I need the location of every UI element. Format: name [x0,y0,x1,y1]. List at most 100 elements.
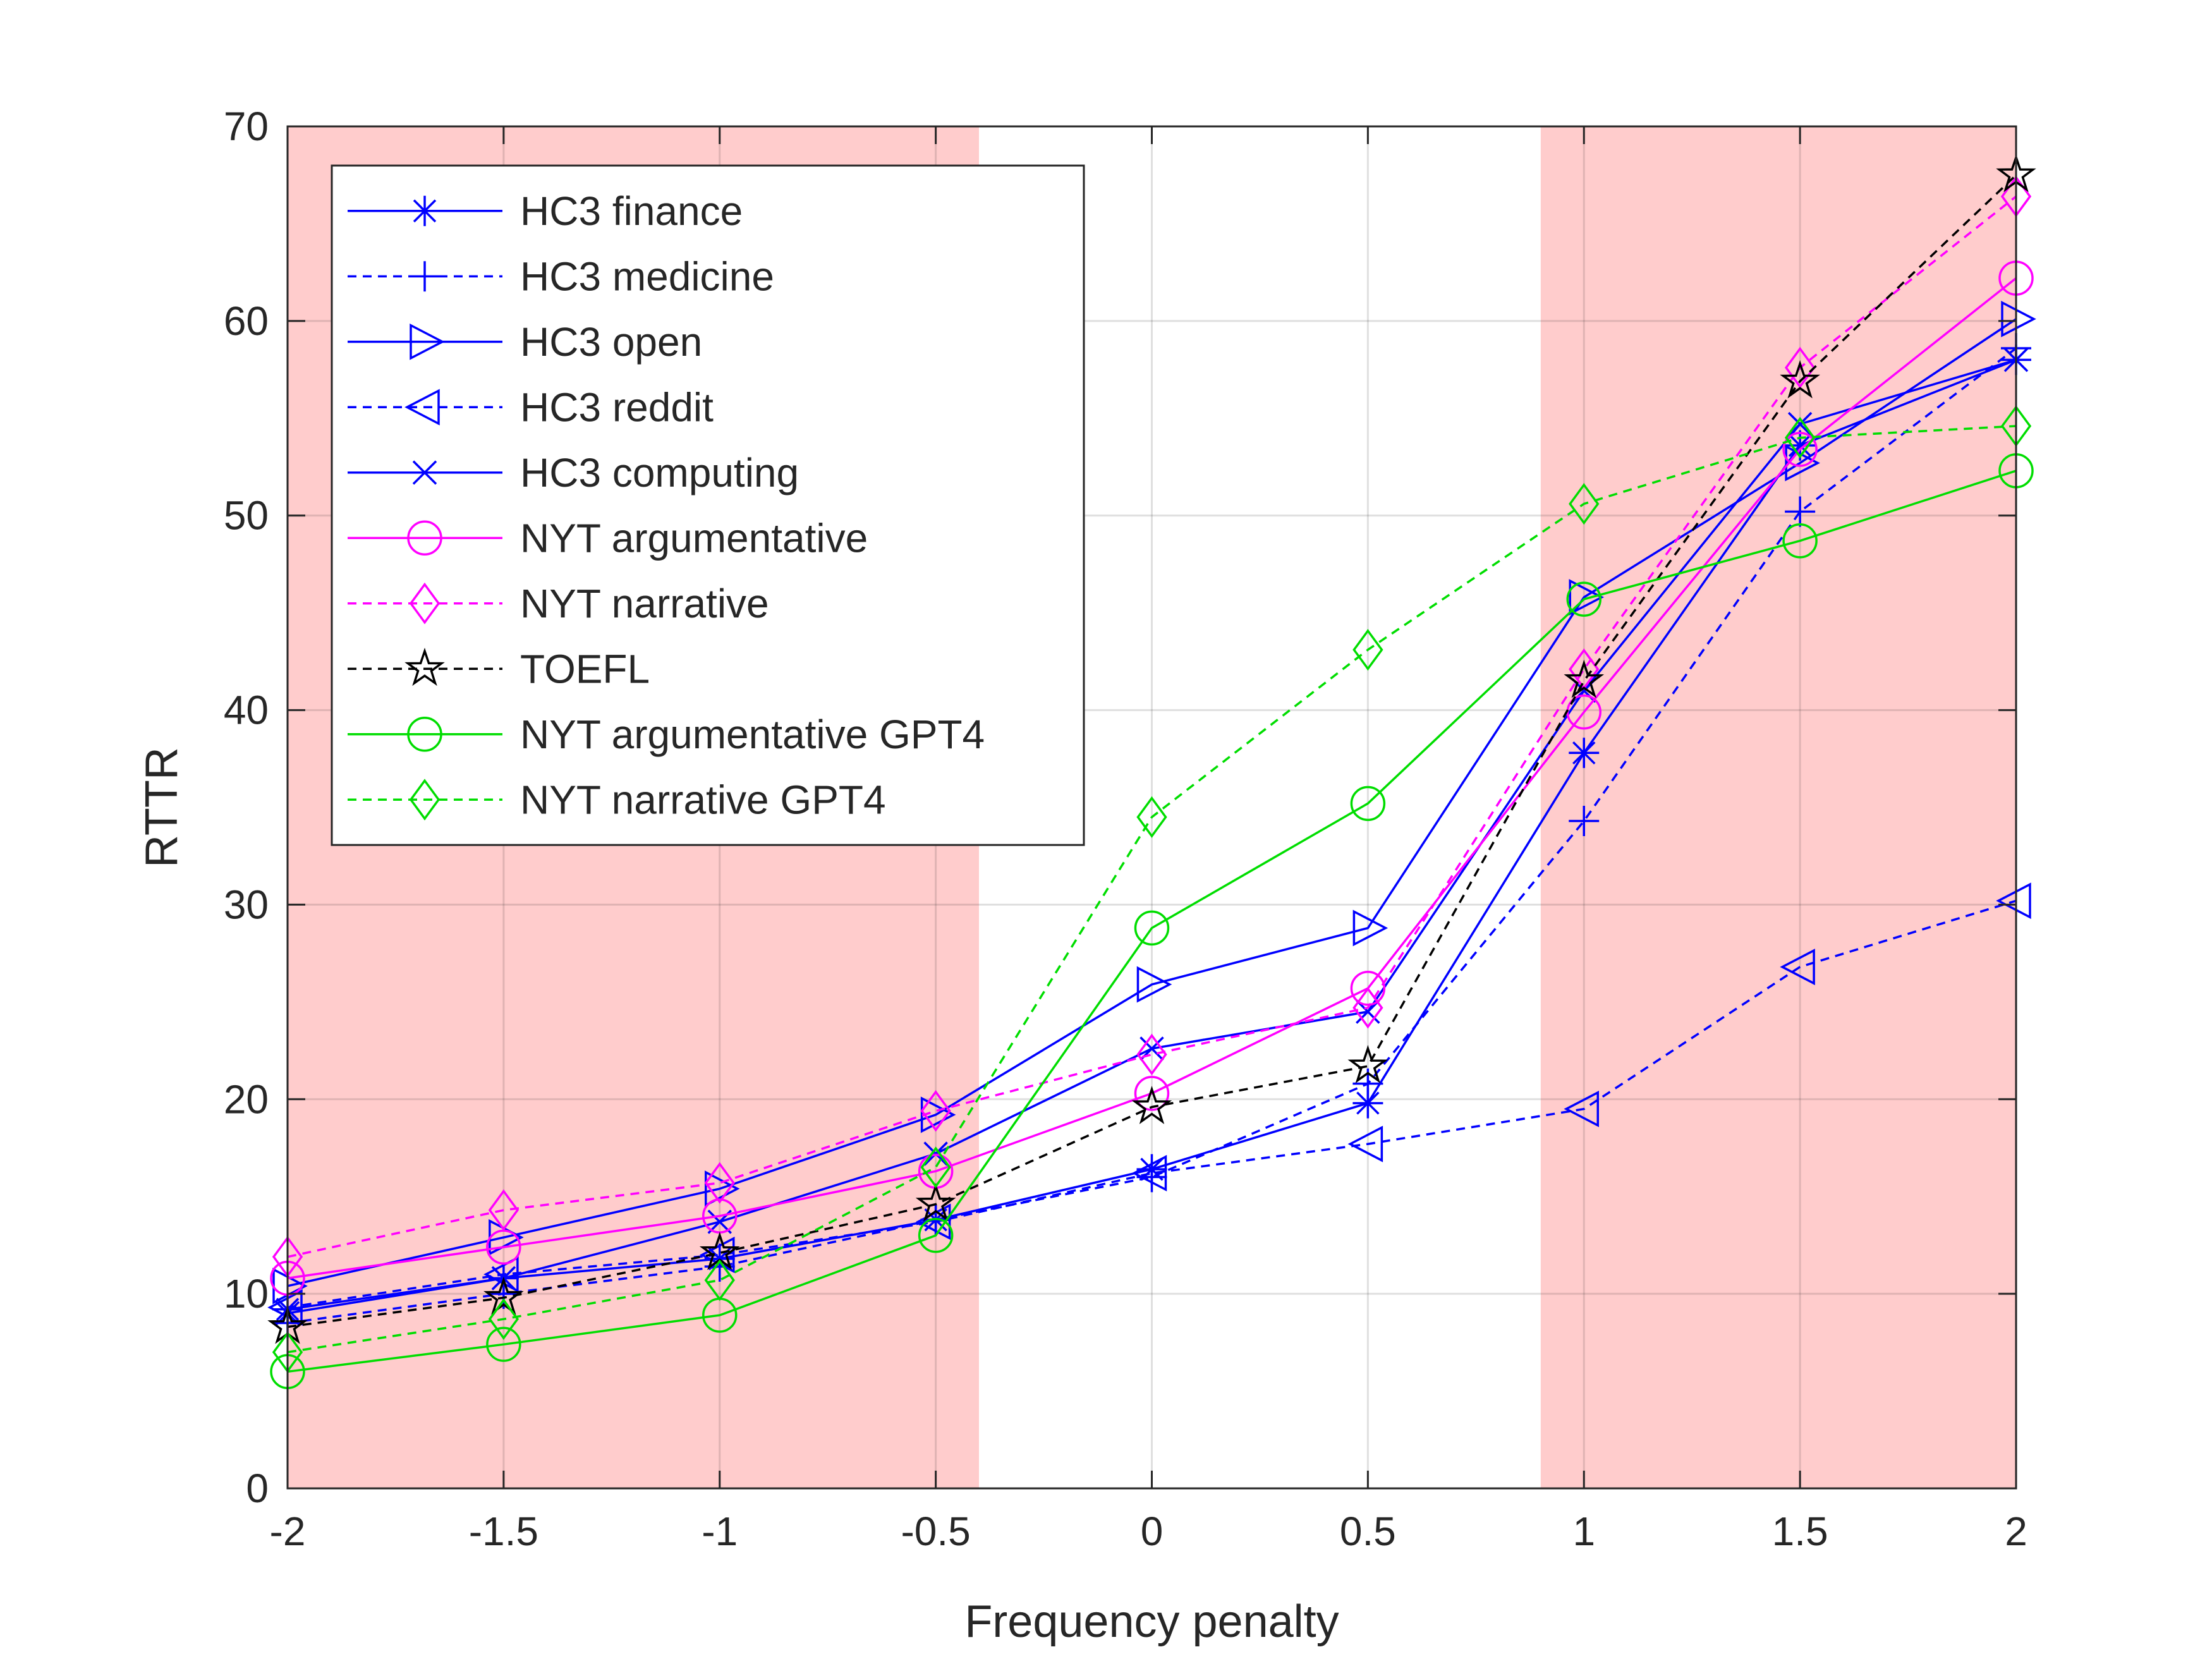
series-lines [267,154,2036,1390]
legend-label-nyt-narrative: NYT narrative [520,581,769,626]
x-tick-label-8: 2 [2005,1509,2027,1554]
data-point-hc3-open-9 [2001,300,2036,337]
data-point-nyt-narrative-2 [488,1189,520,1231]
data-point-nyt-narrative-4 [920,1090,951,1132]
data-point-nyt-narrative-gpt4-3 [704,1259,735,1301]
legend-label-nyt-argumentative: NYT argumentative [520,515,868,561]
data-point-toefl-5 [1131,1086,1172,1124]
y-tick-label-1: 10 [224,1271,269,1316]
series-line-hc3-medicine [287,347,2017,1325]
y-tick-label-2: 20 [224,1076,269,1122]
data-point-hc3-reddit-5 [1131,1155,1167,1192]
legend-marker-hc3-open [410,323,445,360]
legend-marker-hc3-medicine [410,261,440,292]
x-tick-label-4: 0 [1141,1509,1164,1554]
x-tick-label-7: 1.5 [1772,1509,1828,1554]
legend-label-hc3-open: HC3 open [520,319,702,365]
x-tick-label-0: -2 [270,1509,306,1554]
legend-label-hc3-reddit: HC3 reddit [520,384,714,430]
y-tick-label-7: 70 [224,104,269,149]
data-point-nyt-argumentative-gpt4-7 [1566,581,1601,617]
legend-entry-nyt-narrative: NYT narrative [348,581,769,626]
data-point-hc3-computing-8 [1787,411,1813,437]
data-point-nyt-narrative-6 [1352,987,1383,1029]
data-point-nyt-narrative-gpt4-6 [1352,629,1383,671]
x-axis-title: Frequency penalty [964,1596,1339,1647]
shaded-region-2 [1540,126,2016,1488]
data-point-nyt-narrative-gpt4-8 [1784,416,1816,459]
data-point-nyt-argumentative-6 [1350,971,1386,1006]
x-tick-label-6: 1 [1572,1509,1595,1554]
y-axis-title: RTTR [137,747,187,868]
legend-label-nyt-narrative-gpt4: NYT narrative GPT4 [520,777,886,822]
y-tick-label-6: 60 [224,298,269,344]
legend-entry-hc3-open: HC3 open [348,319,702,365]
legend-label-nyt-argumentative-gpt4: NYT argumentative GPT4 [520,712,985,757]
legend-label-hc3-finance: HC3 finance [520,188,743,234]
legend-label-hc3-medicine: HC3 medicine [520,253,774,299]
y-tick-label-5: 50 [224,493,269,538]
data-point-hc3-open-6 [1352,909,1389,947]
x-tick-label-1: -1.5 [469,1509,538,1554]
data-point-nyt-narrative-gpt4-2 [488,1298,520,1340]
data-point-toefl-7 [1564,659,1605,698]
data-point-hc3-open-7 [1569,579,1605,616]
legend-marker-nyt-narrative-gpt4 [409,779,441,821]
legend-entry-hc3-medicine: HC3 medicine [348,253,774,299]
legend-entry-hc3-reddit: HC3 reddit [348,384,714,430]
series-line-nyt-argumentative-gpt4 [287,470,2017,1373]
data-point-nyt-narrative-gpt4-4 [920,1146,951,1188]
data-point-hc3-open-3 [705,1170,740,1207]
data-point-nyt-argumentative-gpt4-8 [1782,523,1818,559]
data-point-hc3-medicine-7 [1569,806,1600,837]
data-point-hc3-medicine-8 [1785,496,1816,527]
legend-entry-nyt-argumentative-gpt4: NYT argumentative GPT4 [348,712,985,757]
data-point-hc3-reddit-6 [1347,1126,1383,1162]
data-point-toefl-2 [483,1276,524,1315]
series-line-nyt-narrative [287,195,2017,1258]
y-tick-label-3: 30 [224,882,269,927]
y-tick-label-4: 40 [224,688,269,733]
x-tick-label-3: -0.5 [901,1509,970,1554]
data-point-nyt-narrative-gpt4-7 [1569,483,1600,525]
data-point-nyt-narrative-8 [1784,346,1816,389]
legend-entry-hc3-finance: HC3 finance [348,188,743,234]
legend-marker-nyt-narrative [409,582,441,624]
data-point-hc3-finance-6 [1352,1088,1383,1119]
data-point-hc3-open-4 [920,1097,956,1133]
data-point-nyt-narrative-3 [704,1162,735,1204]
data-point-toefl-8 [1780,360,1820,399]
series-line-hc3-reddit [287,899,2017,1309]
x-tick-label-2: -1 [702,1509,738,1554]
data-point-hc3-finance-7 [1569,738,1600,769]
legend-entry-nyt-argumentative: NYT argumentative [348,515,868,561]
data-point-nyt-argumentative-gpt4-4 [918,1218,954,1253]
legend-marker-nyt-argumentative [407,520,442,556]
series-line-hc3-open [287,318,2017,1287]
series-line-toefl [287,174,2017,1328]
data-point-nyt-argumentative-5 [1134,1076,1170,1111]
data-point-hc3-reddit-8 [1780,949,1815,985]
legend-label-toefl: TOEFL [520,646,650,691]
data-point-toefl-6 [1347,1045,1389,1084]
legend-marker-hc3-reddit [404,389,440,426]
x-tick-label-5: 0.5 [1340,1509,1396,1554]
y-tick-label-0: 0 [246,1466,269,1511]
data-point-hc3-finance-8 [1785,430,1816,461]
data-point-hc3-reddit-9 [1996,882,2031,920]
legend-box [331,164,1085,846]
series-toefl [267,154,2036,1344]
series-line-nyt-argumentative [287,277,2017,1280]
data-point-toefl-4 [915,1183,956,1222]
data-point-nyt-argumentative-gpt4-6 [1350,786,1386,822]
data-point-nyt-argumentative-gpt4-2 [486,1327,521,1362]
legend-label-hc3-computing: HC3 computing [520,450,799,495]
legend: HC3 finance HC3 medicine HC3 open HC3 reddi… [331,164,1085,846]
series-line-nyt-narrative-gpt4 [287,425,2017,1354]
legend-entry-toefl: TOEFL [348,646,650,691]
data-point-hc3-open-5 [1136,966,1172,1003]
legend-marker-hc3-computing [412,460,437,485]
legend-marker-nyt-argumentative-gpt4 [407,717,442,752]
